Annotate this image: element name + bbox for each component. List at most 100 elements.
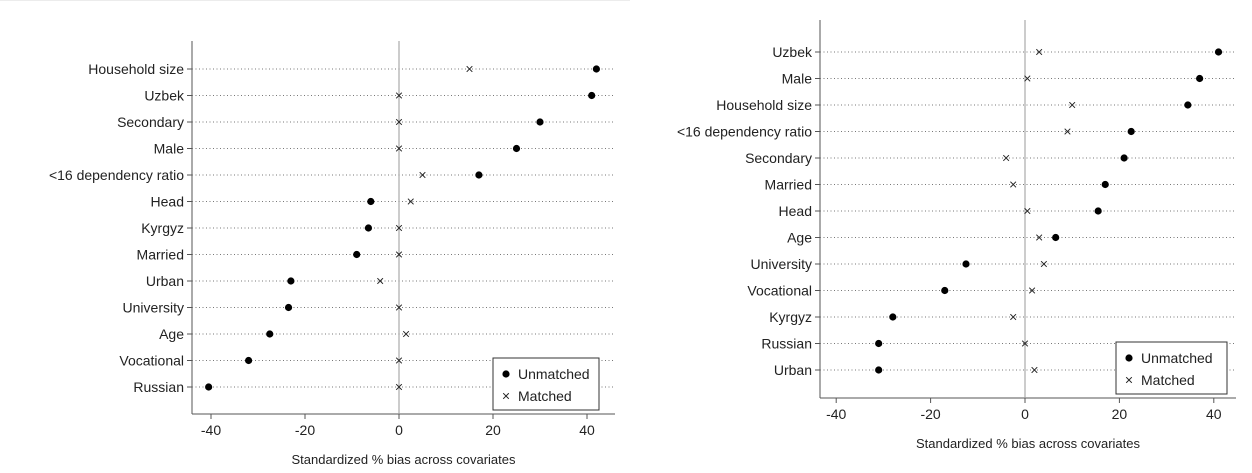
left-unmatched-point <box>205 383 213 391</box>
left-category-label: Urban <box>146 273 184 289</box>
left-unmatched-point <box>588 91 596 100</box>
right-category-label: Head <box>779 203 812 219</box>
left-bias-chart: Household size Uzbek Secondary Male <16 depe… <box>49 41 615 467</box>
right-legend-dot-icon <box>1125 354 1133 362</box>
right-matched-point <box>1021 340 1029 347</box>
left-category-label: Married <box>137 247 184 263</box>
left-unmatched-point <box>592 65 601 73</box>
right-legend: Unmatched Matched <box>1115 341 1228 395</box>
left-category-label: <16 dependency ratio <box>49 167 184 183</box>
right-unmatched-point <box>1214 48 1223 56</box>
right-category-label: <16 dependency ratio <box>677 124 812 140</box>
left-category-label: Vocational <box>119 353 184 369</box>
left-matched-point <box>395 224 403 232</box>
right-unmatched-point <box>875 339 883 348</box>
right-unmatched-point <box>962 260 970 268</box>
right-category-label: Male <box>782 71 813 87</box>
left-category-label: Uzbek <box>144 88 185 104</box>
right-unmatched-point <box>1052 233 1060 242</box>
left-unmatched-point <box>284 303 293 312</box>
right-matched-point <box>1040 260 1048 268</box>
right-matched-point <box>1036 48 1043 56</box>
left-unmatched-point <box>245 356 253 365</box>
left-x-tick-label: 40 <box>579 422 595 438</box>
right-x-tick-label: 20 <box>1112 406 1128 422</box>
right-x-tick-label: 40 <box>1206 406 1222 422</box>
right-matched-point <box>1031 366 1038 374</box>
left-category-label: University <box>123 300 184 316</box>
right-matched-point <box>1028 287 1036 294</box>
right-chart-panel: Uzbek Male Household size <16 dependency ra… <box>636 0 1252 472</box>
right-matched-point <box>1024 207 1031 215</box>
right-unmatched-point <box>875 366 883 374</box>
right-matched-point <box>1010 313 1017 321</box>
right-category-label: Married <box>765 177 812 193</box>
left-x-tick-label: -20 <box>295 422 315 438</box>
right-matched-point <box>1002 154 1010 162</box>
left-unmatched-point <box>367 197 375 206</box>
left-matched-point <box>395 145 403 152</box>
left-x-tick-label: 0 <box>395 422 403 438</box>
left-matched-point <box>395 357 403 364</box>
right-legend-label: Matched <box>1141 372 1195 388</box>
left-legend-dot-icon <box>502 370 510 378</box>
left-unmatched-point <box>536 118 544 126</box>
right-category-label: Household size <box>716 97 812 113</box>
left-category-label: Male <box>154 141 185 157</box>
left-category-label: Secondary <box>117 114 184 130</box>
right-category-label: Kyrgyz <box>769 309 812 325</box>
right-unmatched-point <box>1196 74 1204 83</box>
right-x-tick-label: -20 <box>920 406 940 422</box>
right-category-label: Secondary <box>745 150 812 166</box>
right-unmatched-point <box>1101 180 1109 189</box>
left-matched-point <box>395 92 403 99</box>
left-matched-point <box>395 118 403 126</box>
left-category-label: Head <box>151 194 184 210</box>
right-bias-chart: Uzbek Male Household size <16 dependency ra… <box>677 20 1236 451</box>
left-category-label: Age <box>159 326 184 342</box>
left-matched-point <box>466 65 473 73</box>
left-matched-point <box>377 277 384 285</box>
right-legend-label: Unmatched <box>1141 350 1213 366</box>
left-category-label: Kyrgyz <box>141 220 184 236</box>
left-category-label: Russian <box>133 379 184 395</box>
right-x-tick-label: 0 <box>1021 406 1029 422</box>
right-unmatched-point <box>889 313 897 321</box>
left-unmatched-point <box>353 250 361 259</box>
left-unmatched-point <box>512 144 521 153</box>
left-unmatched-point <box>287 277 295 285</box>
left-matched-point <box>407 198 414 205</box>
right-legend-cross-icon <box>1125 376 1133 384</box>
right-category-label: Urban <box>774 362 812 378</box>
right-matched-point <box>1064 128 1071 135</box>
left-matched-point <box>395 383 403 391</box>
right-unmatched-point <box>1094 207 1102 215</box>
right-unmatched-point <box>1184 101 1192 109</box>
right-category-label: Age <box>787 230 812 246</box>
left-legend: Unmatched Matched <box>492 357 600 411</box>
left-category-label: Household size <box>88 61 184 77</box>
left-legend-label: Unmatched <box>518 366 590 382</box>
right-unmatched-point <box>1127 127 1135 136</box>
left-legend-cross-icon <box>502 392 510 400</box>
left-x-tick-label: -40 <box>201 422 221 438</box>
right-category-label: University <box>751 256 812 272</box>
right-x-axis-label: Standardized % bias across covariates <box>916 436 1141 451</box>
left-unmatched-point <box>475 171 483 179</box>
left-chart-panel: Household size Uzbek Secondary Male <16 depe… <box>0 0 630 467</box>
right-category-label: Vocational <box>747 283 812 299</box>
left-matched-point <box>402 330 410 338</box>
right-unmatched-point <box>941 286 949 295</box>
right-category-label: Russian <box>761 336 812 352</box>
right-matched-point <box>1036 234 1043 241</box>
left-matched-point <box>395 304 403 311</box>
left-matched-point <box>395 251 403 258</box>
left-x-axis-label: Standardized % bias across covariates <box>291 452 516 467</box>
left-unmatched-point <box>364 224 373 232</box>
left-unmatched-point <box>266 330 274 338</box>
right-category-label: Uzbek <box>772 44 813 60</box>
right-unmatched-point <box>1120 154 1128 162</box>
left-matched-point <box>419 171 426 179</box>
left-x-tick-label: 20 <box>485 422 501 438</box>
right-matched-point <box>1069 101 1076 109</box>
